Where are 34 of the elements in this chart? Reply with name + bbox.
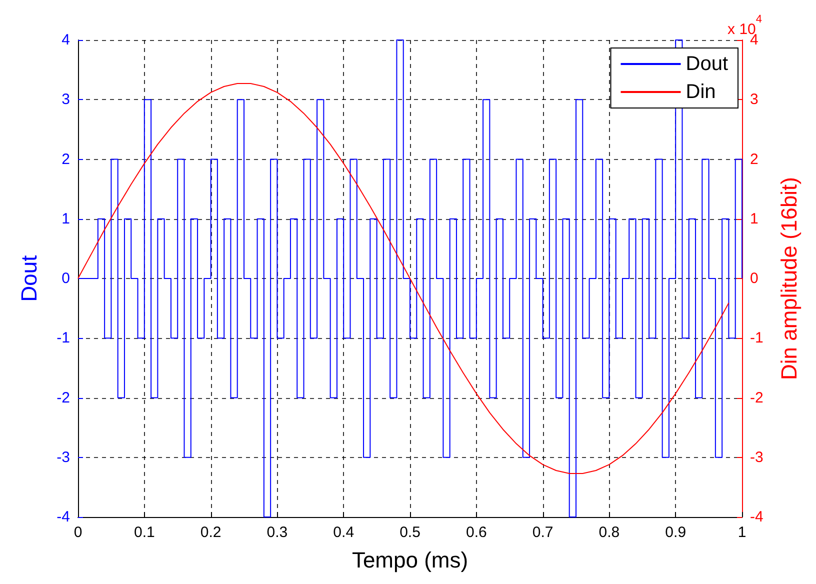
- y-axis-title: Dout: [16, 255, 42, 302]
- x-tick-label: 0: [74, 524, 82, 541]
- y-tick-label: 2: [62, 150, 70, 168]
- x-tick-label: 0.7: [532, 524, 554, 541]
- x-tick-label: 0.5: [400, 524, 420, 541]
- x-tick-label: 0.8: [598, 524, 620, 541]
- legend-label: Din: [686, 81, 716, 103]
- x-tick-label: 0.2: [200, 524, 222, 541]
- y2-tick-label: -3: [750, 448, 764, 466]
- x-tick-label: 1: [738, 524, 746, 541]
- y-tick-label: 4: [62, 32, 70, 48]
- y2-tick-label: 2: [750, 150, 758, 168]
- y2-axis-title: Din amplitude (16bit): [776, 177, 802, 380]
- y-tick-label: 0: [62, 270, 70, 287]
- x-tick-label: 0.9: [665, 524, 686, 541]
- y2-tick-label: -2: [750, 389, 764, 406]
- y2-tick-label: 0: [750, 270, 758, 287]
- x-tick-label: 0.3: [266, 524, 288, 541]
- y2-tick-label: 1: [750, 210, 758, 228]
- x-axis-title: Tempo (ms): [352, 548, 468, 572]
- y-tick-label: -4: [56, 508, 70, 526]
- y-tick-label: 1: [62, 210, 70, 228]
- line-series: [78, 83, 730, 474]
- y-tick-label: 3: [62, 91, 70, 108]
- x-tick-label: 0.1: [134, 524, 155, 541]
- y-tick-label: -1: [56, 330, 70, 347]
- y-tick-label: -2: [56, 389, 70, 406]
- y2-tick-label: -1: [750, 330, 764, 347]
- legend-label: Dout: [686, 53, 728, 75]
- x-tick-label: 0.4: [333, 524, 354, 541]
- y2-tick-label: 3: [750, 91, 758, 108]
- x-tick-label: 0.6: [466, 524, 487, 541]
- y2-tick-label: -4: [750, 508, 764, 526]
- y-tick-label: -3: [56, 448, 70, 466]
